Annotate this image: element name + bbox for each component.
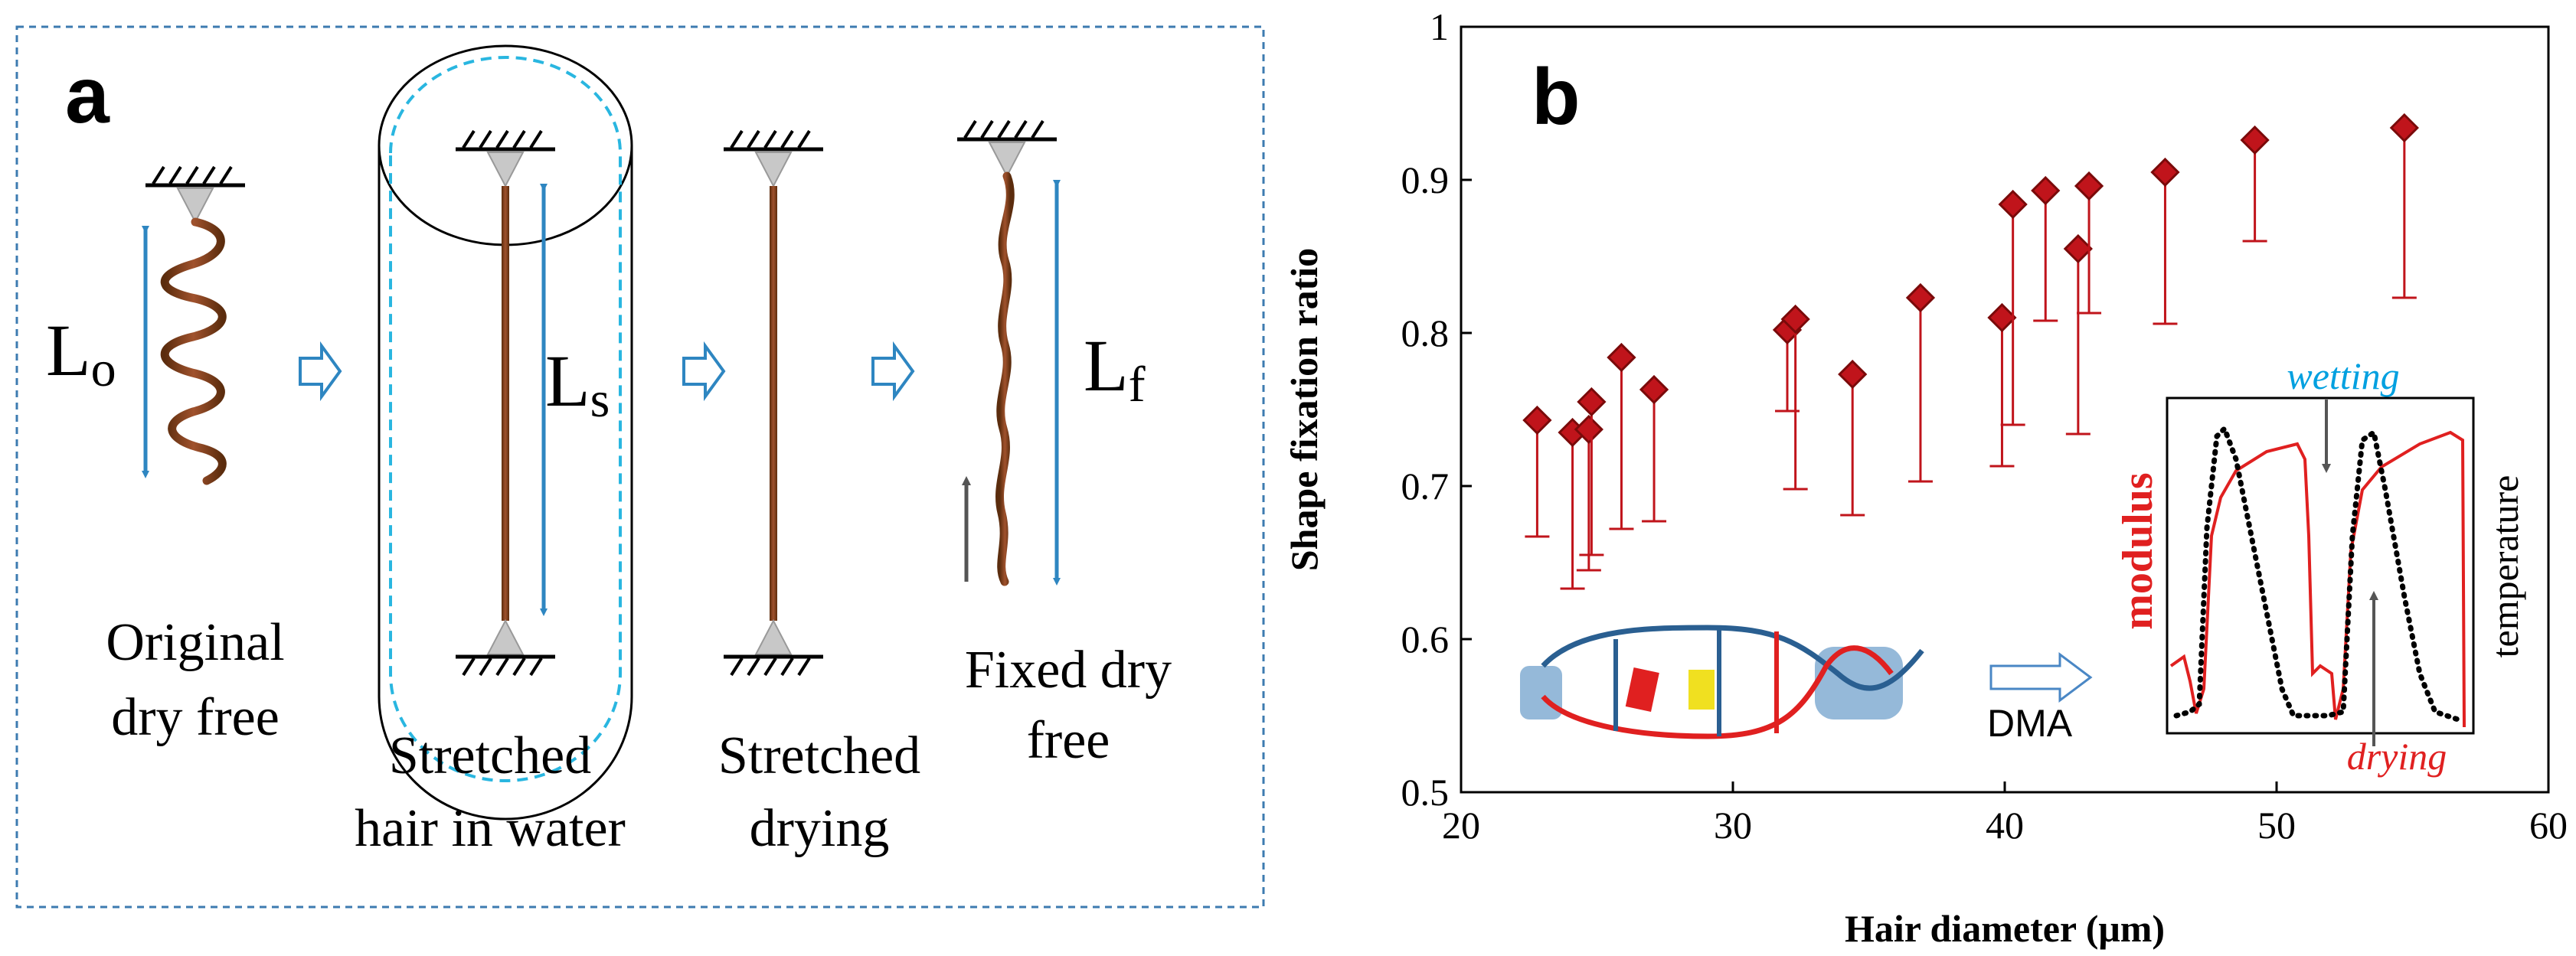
y-axis-label: Shape fixation ratio <box>1283 248 1326 571</box>
data-point <box>1987 302 2017 333</box>
length-label-original: Lo <box>46 309 116 397</box>
y-tick-label: 0.5 <box>1401 771 1450 814</box>
step-original: Lo Original dry free <box>46 165 285 747</box>
modulus-label: modulus <box>2114 472 2162 629</box>
data-point <box>1639 374 1669 405</box>
x-tick-label: 30 <box>1714 804 1752 847</box>
data-point <box>2389 113 2419 143</box>
data-point <box>1780 304 1810 334</box>
temperature-label: temperature <box>2483 475 2526 658</box>
x-tick-label: 20 <box>1442 804 1480 847</box>
step-label-line2: hair in water <box>355 799 626 858</box>
clamp-icon <box>145 165 245 224</box>
step-label-line1: Fixed dry <box>965 641 1172 700</box>
data-point <box>1574 414 1603 445</box>
data-point <box>1905 282 1936 313</box>
water-cylinder <box>378 145 633 821</box>
data-point <box>2240 125 2270 155</box>
x-axis: 20 30 40 50 60 <box>1442 781 2568 847</box>
y-axis: 0.5 0.6 0.7 0.8 0.9 1 <box>1401 5 1472 814</box>
water-level <box>389 56 622 782</box>
data-point <box>1522 405 1552 436</box>
straight-hair <box>770 186 777 621</box>
clamp-icon <box>724 618 823 677</box>
y-tick-label: 0.9 <box>1401 158 1450 201</box>
x-axis-label: Hair diameter (μm) <box>1845 907 2165 950</box>
step-label-line2: free <box>1027 711 1110 770</box>
data-series <box>1522 113 2419 590</box>
y-tick-label: 1 <box>1430 5 1449 48</box>
data-point <box>2150 157 2180 188</box>
inset-plot: wetting drying modulus temperature <box>2114 354 2526 778</box>
y-tick-label: 0.7 <box>1401 465 1450 507</box>
dna-schematic <box>1520 625 1924 739</box>
x-tick-label: 60 <box>2529 804 2568 847</box>
clamp-icon <box>724 129 823 188</box>
step-label-line1: Stretched <box>718 726 920 785</box>
data-point <box>1607 342 1636 373</box>
data-point <box>2074 171 2104 201</box>
data-point <box>1998 189 2028 220</box>
step-label-line1: Original <box>106 613 284 672</box>
step-label-line2: dry free <box>111 688 280 747</box>
data-point <box>1577 387 1607 417</box>
panel-b-letter: b <box>1532 53 1581 142</box>
panel-a: a Lo Original dry free <box>15 25 1265 909</box>
step-stretched-water: Ls Stretched hair in water <box>355 44 633 858</box>
x-tick-label: 40 <box>1986 804 2024 847</box>
wetting-label: wetting <box>2287 354 2399 397</box>
temperature-curve <box>2173 423 2461 723</box>
step-arrow-icon <box>299 341 342 402</box>
panel-a-frame <box>15 25 1265 909</box>
panel-b: b 0.5 0.6 0.7 0.8 0.9 1 20 30 40 50 60 Shape fixa… <box>1283 5 2568 950</box>
modulus-curve <box>2169 430 2466 728</box>
y-tick-label: 0.8 <box>1401 312 1450 354</box>
clamp-icon <box>957 119 1057 178</box>
length-label-stretched: Ls <box>545 340 610 428</box>
wavy-hair <box>995 171 1015 586</box>
clamp-icon <box>456 129 555 188</box>
panel-a-letter: a <box>65 51 110 140</box>
dma-arrow-icon <box>1989 652 2093 703</box>
clamp-icon <box>456 618 555 677</box>
step-arrow-icon <box>871 341 915 402</box>
length-label-fixed: Lf <box>1084 325 1146 413</box>
step-label-line2: drying <box>750 799 890 858</box>
data-point <box>1838 359 1868 390</box>
step-fixed-dry: Lf Fixed dry free <box>957 119 1172 770</box>
data-point <box>2063 233 2093 264</box>
x-tick-label: 50 <box>2257 804 2296 847</box>
straight-hair <box>502 186 509 621</box>
y-tick-label: 0.6 <box>1401 618 1450 661</box>
inset-frame <box>2166 396 2475 735</box>
step-label-line1: Stretched <box>389 726 591 785</box>
step-arrow-icon <box>682 341 726 402</box>
coiled-hair <box>160 217 227 485</box>
drying-label: drying <box>2347 735 2447 778</box>
data-point <box>2031 175 2061 206</box>
dma-label: DMA <box>1987 702 2073 745</box>
step-stretched-drying: Stretched drying <box>718 129 920 858</box>
